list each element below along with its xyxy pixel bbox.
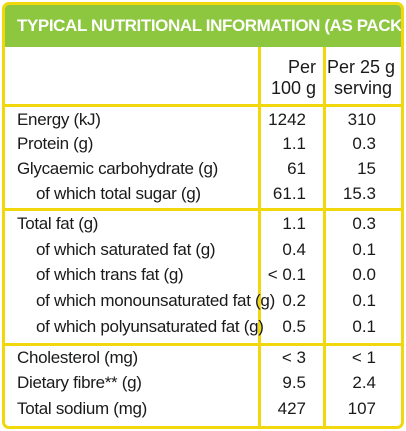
table-row: Total fat (g) 1.1 0.3 xyxy=(5,211,401,236)
nutrient-label: Total fat (g) xyxy=(17,214,99,233)
per-serving-value: 0.1 xyxy=(352,291,376,310)
nutrient-label: of which monounsaturated fat (g) xyxy=(36,291,275,310)
per-100g-header-line1: Per xyxy=(287,57,316,77)
row-divider-fat xyxy=(5,208,401,211)
per-100g-column-header: Per 100 g xyxy=(261,57,316,99)
table-row: Protein (g) 1.1 0.3 xyxy=(5,131,401,156)
table-row: Energy (kJ) 1242 310 xyxy=(5,107,401,132)
per-serving-value: 0.1 xyxy=(352,317,376,336)
per-100g-value: 1242 xyxy=(268,110,306,129)
per-serving-header-line1: Per 25 g xyxy=(327,57,396,77)
per-serving-value: 15 xyxy=(357,159,376,178)
table-row: Glycaemic carbohydrate (g) 61 15 xyxy=(5,156,401,181)
per-100g-value: < 0.1 xyxy=(267,265,306,284)
per-serving-value: 0.1 xyxy=(352,240,376,259)
per-100g-value: 1.1 xyxy=(282,134,306,153)
table-row: of which polyunsaturated fat (g) 0.5 0.1 xyxy=(5,314,401,339)
column-divider-right xyxy=(323,47,326,426)
per-100g-value: 1.1 xyxy=(282,214,306,233)
nutrient-label: Cholesterol (mg) xyxy=(17,348,138,367)
nutrient-label: Dietary fibre** (g) xyxy=(17,373,142,392)
table-row: Total sodium (mg) 427 107 xyxy=(5,396,401,421)
per-100g-header-line2: 100 g xyxy=(270,78,316,98)
table-row: of which total sugar (g) 61.1 15.3 xyxy=(5,181,401,206)
per-serving-value: 107 xyxy=(347,399,376,418)
header-divider xyxy=(5,104,401,107)
per-serving-value: 2.4 xyxy=(352,373,376,392)
per-serving-value: 310 xyxy=(347,110,376,129)
per-serving-header-line2: serving xyxy=(333,78,392,98)
per-100g-value: 0.5 xyxy=(282,317,306,336)
per-serving-value: < 1 xyxy=(351,348,376,367)
per-serving-value: 0.3 xyxy=(352,214,376,233)
table-row: Dietary fibre** (g) 9.5 2.4 xyxy=(5,370,401,395)
table-row: of which monounsaturated fat (g) 0.2 0.1 xyxy=(5,288,401,313)
per-100g-value: < 3 xyxy=(281,348,306,367)
panel-title: TYPICAL NUTRITIONAL INFORMATION (AS PACK… xyxy=(5,5,401,47)
per-serving-column-header: Per 25 g serving xyxy=(327,57,396,99)
per-100g-value: 0.2 xyxy=(282,291,306,310)
nutrient-label: of which trans fat (g) xyxy=(36,265,184,284)
per-100g-value: 61.1 xyxy=(272,184,306,203)
per-100g-value: 0.4 xyxy=(282,240,306,259)
per-100g-value: 427 xyxy=(277,399,306,418)
nutrient-label: Glycaemic carbohydrate (g) xyxy=(17,159,218,178)
nutrient-label: of which saturated fat (g) xyxy=(36,240,216,259)
per-serving-value: 0.0 xyxy=(352,265,376,284)
per-100g-value: 61 xyxy=(287,159,306,178)
nutrient-label: of which total sugar (g) xyxy=(36,184,201,203)
per-100g-value: 9.5 xyxy=(282,373,306,392)
table-row: of which trans fat (g) < 0.1 0.0 xyxy=(5,262,401,287)
nutrient-label: Total sodium (mg) xyxy=(17,399,147,418)
table-row: of which saturated fat (g) 0.4 0.1 xyxy=(5,237,401,262)
per-serving-value: 15.3 xyxy=(342,184,376,203)
column-divider-left xyxy=(258,47,261,426)
table-row: Cholesterol (mg) < 3 < 1 xyxy=(5,345,401,370)
per-serving-value: 0.3 xyxy=(352,134,376,153)
nutrient-label: Energy (kJ) xyxy=(17,110,101,129)
nutrient-label: Protein (g) xyxy=(17,134,94,153)
row-divider-cholesterol xyxy=(5,343,401,346)
nutrient-label: of which polyunsaturated fat (g) xyxy=(36,317,264,336)
